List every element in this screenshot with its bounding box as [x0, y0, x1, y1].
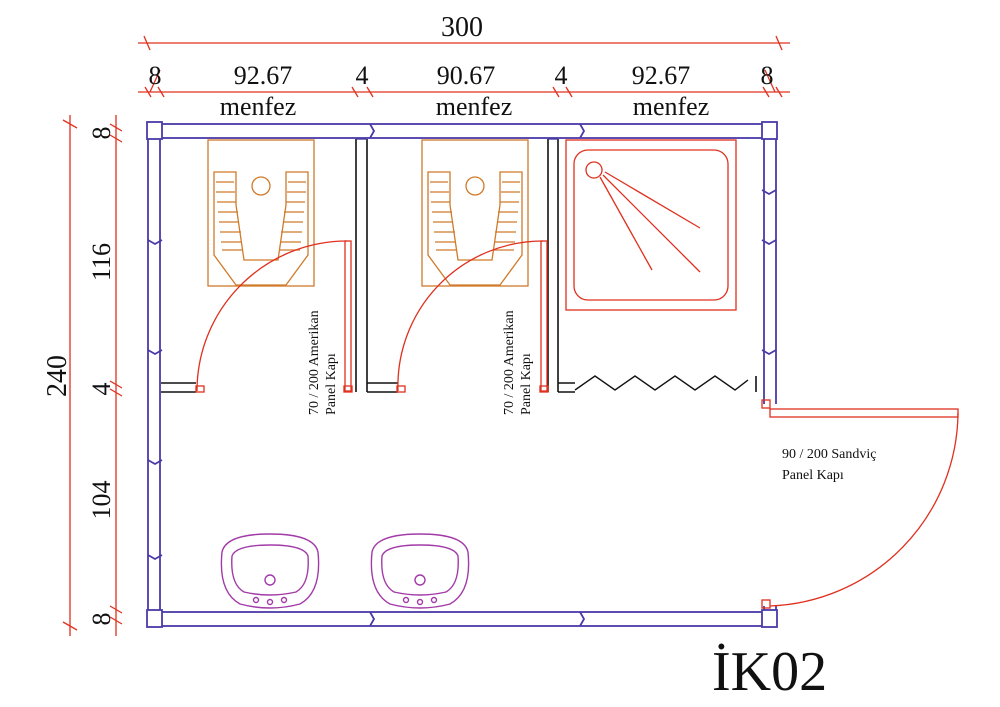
- vent-label-3: menfez: [633, 92, 710, 121]
- svg-text:Panel Kapı: Panel Kapı: [519, 353, 534, 415]
- top-dim-3: 90.67: [437, 61, 496, 90]
- vent-label-1: menfez: [220, 92, 297, 121]
- top-dim-1: 92.67: [234, 61, 293, 90]
- left-dim-1: 116: [87, 243, 116, 281]
- sink-1: [220, 533, 320, 609]
- top-dim-6: 8: [761, 61, 774, 90]
- svg-text:70 / 200 Amerikan: 70 / 200 Amerikan: [502, 310, 517, 415]
- left-dim-4: 8: [87, 613, 116, 626]
- top-dim-5: 92.67: [632, 61, 691, 90]
- exterior-door-swing: [769, 408, 959, 607]
- exterior-door-note: 90 / 200 Sandviç Panel Kapı: [782, 447, 877, 483]
- svg-text:90 / 200 Sandviç: 90 / 200 Sandviç: [782, 447, 877, 462]
- door-swing-2: [396, 240, 549, 393]
- outer-walls: [146, 121, 778, 628]
- dimension-lines: [62, 35, 790, 636]
- door-swing-1: [195, 240, 353, 393]
- door-note-2: 70 / 200 Amerikan Panel Kapı: [502, 310, 534, 415]
- shower-tray: [565, 139, 737, 311]
- vent-label-2: menfez: [436, 92, 513, 121]
- top-dim-0: 8: [149, 61, 162, 90]
- top-dim-4: 4: [555, 61, 568, 90]
- left-dim-0: 8: [87, 127, 116, 140]
- overall-width-label: 300: [441, 12, 483, 43]
- door-opening: [761, 404, 778, 606]
- squat-toilet-2: [421, 139, 529, 287]
- drawing-title: İK02: [712, 641, 827, 703]
- overall-depth-label: 240: [42, 355, 73, 397]
- top-dim-2: 4: [356, 61, 369, 90]
- door-note-1: 70 / 200 Amerikan Panel Kapı: [307, 310, 339, 415]
- cabin-partitions: [161, 139, 575, 393]
- shower-folding-door: [574, 375, 749, 391]
- sink-2: [370, 533, 470, 609]
- squat-toilet-1: [207, 139, 315, 287]
- left-dim-2: 4: [87, 383, 116, 396]
- svg-text:Panel Kapı: Panel Kapı: [324, 353, 339, 415]
- svg-text:70 / 200 Amerikan: 70 / 200 Amerikan: [307, 310, 322, 415]
- door-jambs: [761, 399, 771, 609]
- left-dim-3: 104: [87, 481, 116, 520]
- svg-text:Panel Kapı: Panel Kapı: [782, 468, 844, 483]
